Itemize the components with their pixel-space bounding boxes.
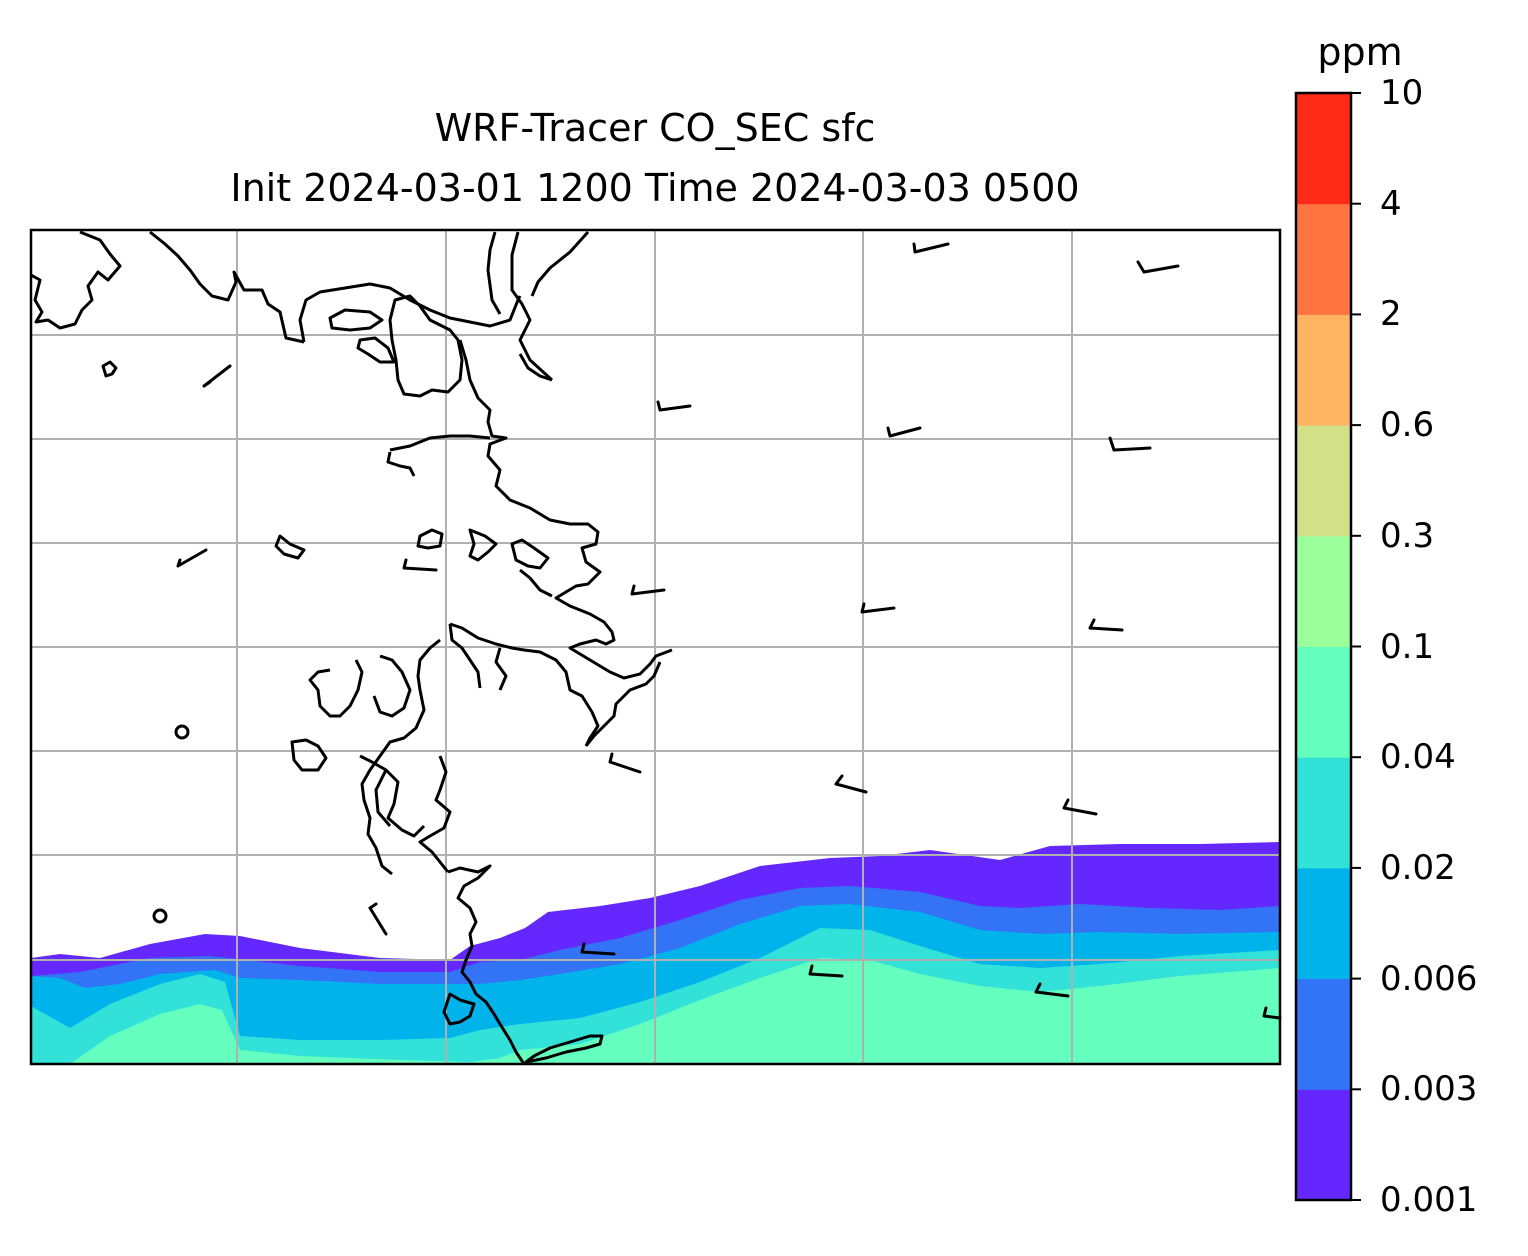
map-title-line1: WRF-Tracer CO_SEC sfc (434, 106, 876, 150)
colorbar (1296, 93, 1351, 1201)
colorbar-tick-label: 0.6 (1380, 405, 1435, 446)
colorbar-tick-label: 2 (1380, 294, 1402, 335)
wind-barbs (176, 242, 1282, 1020)
colorbar-band (1296, 646, 1351, 758)
colorbar-band (1296, 867, 1351, 980)
colorbar-band (1296, 425, 1351, 537)
contour-band-0.04 (70, 958, 1280, 1064)
map-frame (29, 228, 1282, 1066)
colorbar-band (1296, 978, 1351, 1090)
colorbar-tick-label: 0.003 (1380, 1069, 1478, 1110)
gridlines (31, 230, 1280, 1064)
colorbar-tick-marks (1351, 92, 1361, 1201)
map-title-line2: Init 2024-03-01 1200 Time 2024-03-03 050… (230, 166, 1080, 210)
colorbar-tick-label: 4 (1380, 183, 1402, 224)
colorbar-tick-label: 10 (1380, 73, 1424, 113)
colorbar-unit-label: ppm (1317, 30, 1403, 74)
colorbar-tick-label: 0.001 (1380, 1180, 1478, 1220)
colorbar-tick-label: 0.3 (1380, 515, 1435, 556)
colorbar-band (1296, 93, 1351, 205)
colorbar-tick-label: 0.04 (1380, 737, 1456, 778)
colorbar-tick-label: 0.02 (1380, 847, 1456, 888)
colorbar-band (1296, 535, 1351, 647)
colorbar-tick-label: 0.1 (1380, 626, 1435, 667)
colorbar-tick-label: 0.006 (1380, 958, 1478, 999)
colorbar-band (1296, 203, 1351, 315)
colorbar-band (1296, 757, 1351, 869)
colorbar-band (1296, 1089, 1351, 1201)
colorbar-band (1296, 314, 1351, 426)
coastline (31, 230, 673, 1064)
